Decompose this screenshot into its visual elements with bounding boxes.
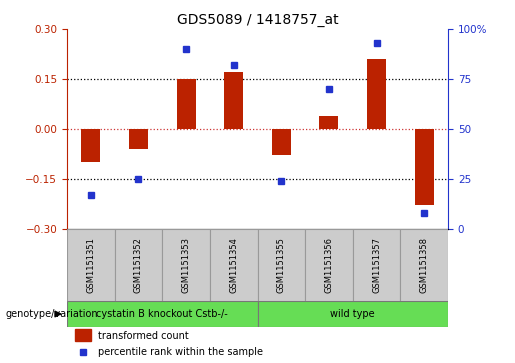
Bar: [67, 301, 258, 327]
Title: GDS5089 / 1418757_at: GDS5089 / 1418757_at: [177, 13, 338, 26]
Text: GSM1151351: GSM1151351: [87, 237, 95, 293]
Text: GSM1151354: GSM1151354: [229, 237, 238, 293]
Bar: [319, 115, 338, 129]
Text: GSM1151353: GSM1151353: [182, 237, 191, 293]
Text: GSM1151352: GSM1151352: [134, 237, 143, 293]
Bar: [114, 229, 162, 301]
Bar: [258, 229, 305, 301]
Text: wild type: wild type: [331, 309, 375, 319]
Bar: [272, 129, 291, 155]
Text: GSM1151355: GSM1151355: [277, 237, 286, 293]
Text: GSM1151358: GSM1151358: [420, 237, 428, 293]
Bar: [401, 229, 448, 301]
Bar: [305, 229, 353, 301]
Text: GSM1151356: GSM1151356: [324, 237, 333, 293]
Bar: [210, 229, 258, 301]
Bar: [367, 59, 386, 129]
Text: transformed count: transformed count: [98, 331, 189, 341]
Bar: [67, 229, 115, 301]
Bar: [75, 329, 91, 341]
Text: genotype/variation: genotype/variation: [5, 309, 98, 319]
Bar: [177, 79, 196, 129]
Text: cystatin B knockout Cstb-/-: cystatin B knockout Cstb-/-: [96, 309, 228, 319]
Text: percentile rank within the sample: percentile rank within the sample: [98, 347, 263, 357]
Bar: [129, 129, 148, 149]
Bar: [353, 229, 401, 301]
Bar: [415, 129, 434, 205]
Bar: [224, 72, 243, 129]
Bar: [81, 129, 100, 162]
Bar: [162, 229, 210, 301]
Text: GSM1151357: GSM1151357: [372, 237, 381, 293]
Bar: [258, 301, 448, 327]
